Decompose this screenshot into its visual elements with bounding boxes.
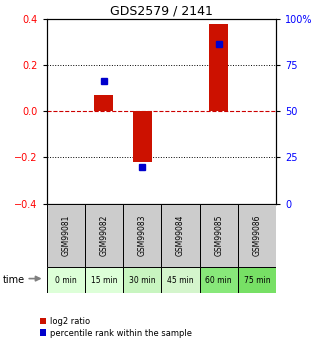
Bar — [161, 267, 200, 293]
Text: 75 min: 75 min — [244, 276, 270, 285]
Text: GSM99081: GSM99081 — [61, 215, 70, 256]
Bar — [94, 95, 114, 111]
Text: 45 min: 45 min — [167, 276, 194, 285]
Bar — [200, 267, 238, 293]
Bar — [85, 204, 123, 267]
Bar — [47, 204, 85, 267]
Bar — [85, 267, 123, 293]
Title: GDS2579 / 2141: GDS2579 / 2141 — [110, 5, 213, 18]
Text: 15 min: 15 min — [91, 276, 117, 285]
Bar — [200, 204, 238, 267]
Text: GSM99082: GSM99082 — [100, 215, 108, 256]
Text: GSM99085: GSM99085 — [214, 215, 223, 256]
Legend: log2 ratio, percentile rank within the sample: log2 ratio, percentile rank within the s… — [36, 314, 196, 341]
Text: time: time — [3, 275, 25, 285]
Text: GSM99084: GSM99084 — [176, 215, 185, 256]
Bar — [238, 267, 276, 293]
Text: 0 min: 0 min — [55, 276, 76, 285]
Text: GSM99083: GSM99083 — [138, 215, 147, 256]
Bar — [161, 204, 200, 267]
Bar — [238, 204, 276, 267]
Text: GSM99086: GSM99086 — [252, 215, 261, 256]
Bar — [209, 23, 228, 111]
Bar — [47, 267, 85, 293]
Text: 30 min: 30 min — [129, 276, 155, 285]
Bar — [123, 204, 161, 267]
Bar — [133, 111, 152, 162]
Bar — [123, 267, 161, 293]
Text: 60 min: 60 min — [205, 276, 232, 285]
